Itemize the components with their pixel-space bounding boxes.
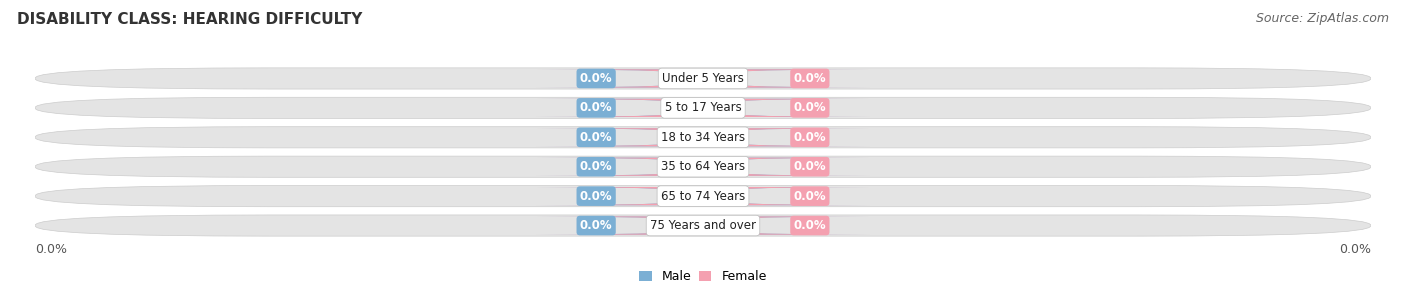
FancyBboxPatch shape [536, 128, 869, 147]
Text: 65 to 74 Years: 65 to 74 Years [661, 190, 745, 203]
Text: 0.0%: 0.0% [793, 219, 827, 232]
Text: 0.0%: 0.0% [579, 219, 613, 232]
Text: Under 5 Years: Under 5 Years [662, 72, 744, 85]
Text: 5 to 17 Years: 5 to 17 Years [665, 101, 741, 114]
Text: 0.0%: 0.0% [793, 131, 827, 144]
FancyBboxPatch shape [35, 97, 1371, 119]
Text: 0.0%: 0.0% [793, 160, 827, 173]
Text: 0.0%: 0.0% [1339, 243, 1371, 256]
FancyBboxPatch shape [536, 99, 869, 117]
Legend: Male, Female: Male, Female [634, 265, 772, 288]
FancyBboxPatch shape [536, 69, 869, 88]
FancyBboxPatch shape [35, 127, 1371, 148]
Text: 0.0%: 0.0% [35, 243, 67, 256]
Text: 0.0%: 0.0% [579, 190, 613, 203]
Text: 18 to 34 Years: 18 to 34 Years [661, 131, 745, 144]
FancyBboxPatch shape [35, 68, 1371, 89]
FancyBboxPatch shape [537, 216, 870, 235]
Text: 35 to 64 Years: 35 to 64 Years [661, 160, 745, 173]
FancyBboxPatch shape [536, 157, 869, 176]
Text: 0.0%: 0.0% [793, 101, 827, 114]
FancyBboxPatch shape [536, 187, 869, 205]
Text: 0.0%: 0.0% [579, 101, 613, 114]
FancyBboxPatch shape [537, 157, 870, 176]
FancyBboxPatch shape [35, 185, 1371, 207]
Text: 0.0%: 0.0% [793, 72, 827, 85]
Text: Source: ZipAtlas.com: Source: ZipAtlas.com [1256, 12, 1389, 25]
Text: 0.0%: 0.0% [579, 131, 613, 144]
FancyBboxPatch shape [537, 69, 870, 88]
FancyBboxPatch shape [536, 216, 869, 235]
Text: 75 Years and over: 75 Years and over [650, 219, 756, 232]
Text: 0.0%: 0.0% [579, 72, 613, 85]
FancyBboxPatch shape [35, 156, 1371, 177]
Text: DISABILITY CLASS: HEARING DIFFICULTY: DISABILITY CLASS: HEARING DIFFICULTY [17, 12, 363, 27]
Text: 0.0%: 0.0% [793, 190, 827, 203]
FancyBboxPatch shape [537, 128, 870, 147]
FancyBboxPatch shape [537, 99, 870, 117]
FancyBboxPatch shape [537, 187, 870, 205]
Text: 0.0%: 0.0% [579, 160, 613, 173]
FancyBboxPatch shape [35, 215, 1371, 236]
